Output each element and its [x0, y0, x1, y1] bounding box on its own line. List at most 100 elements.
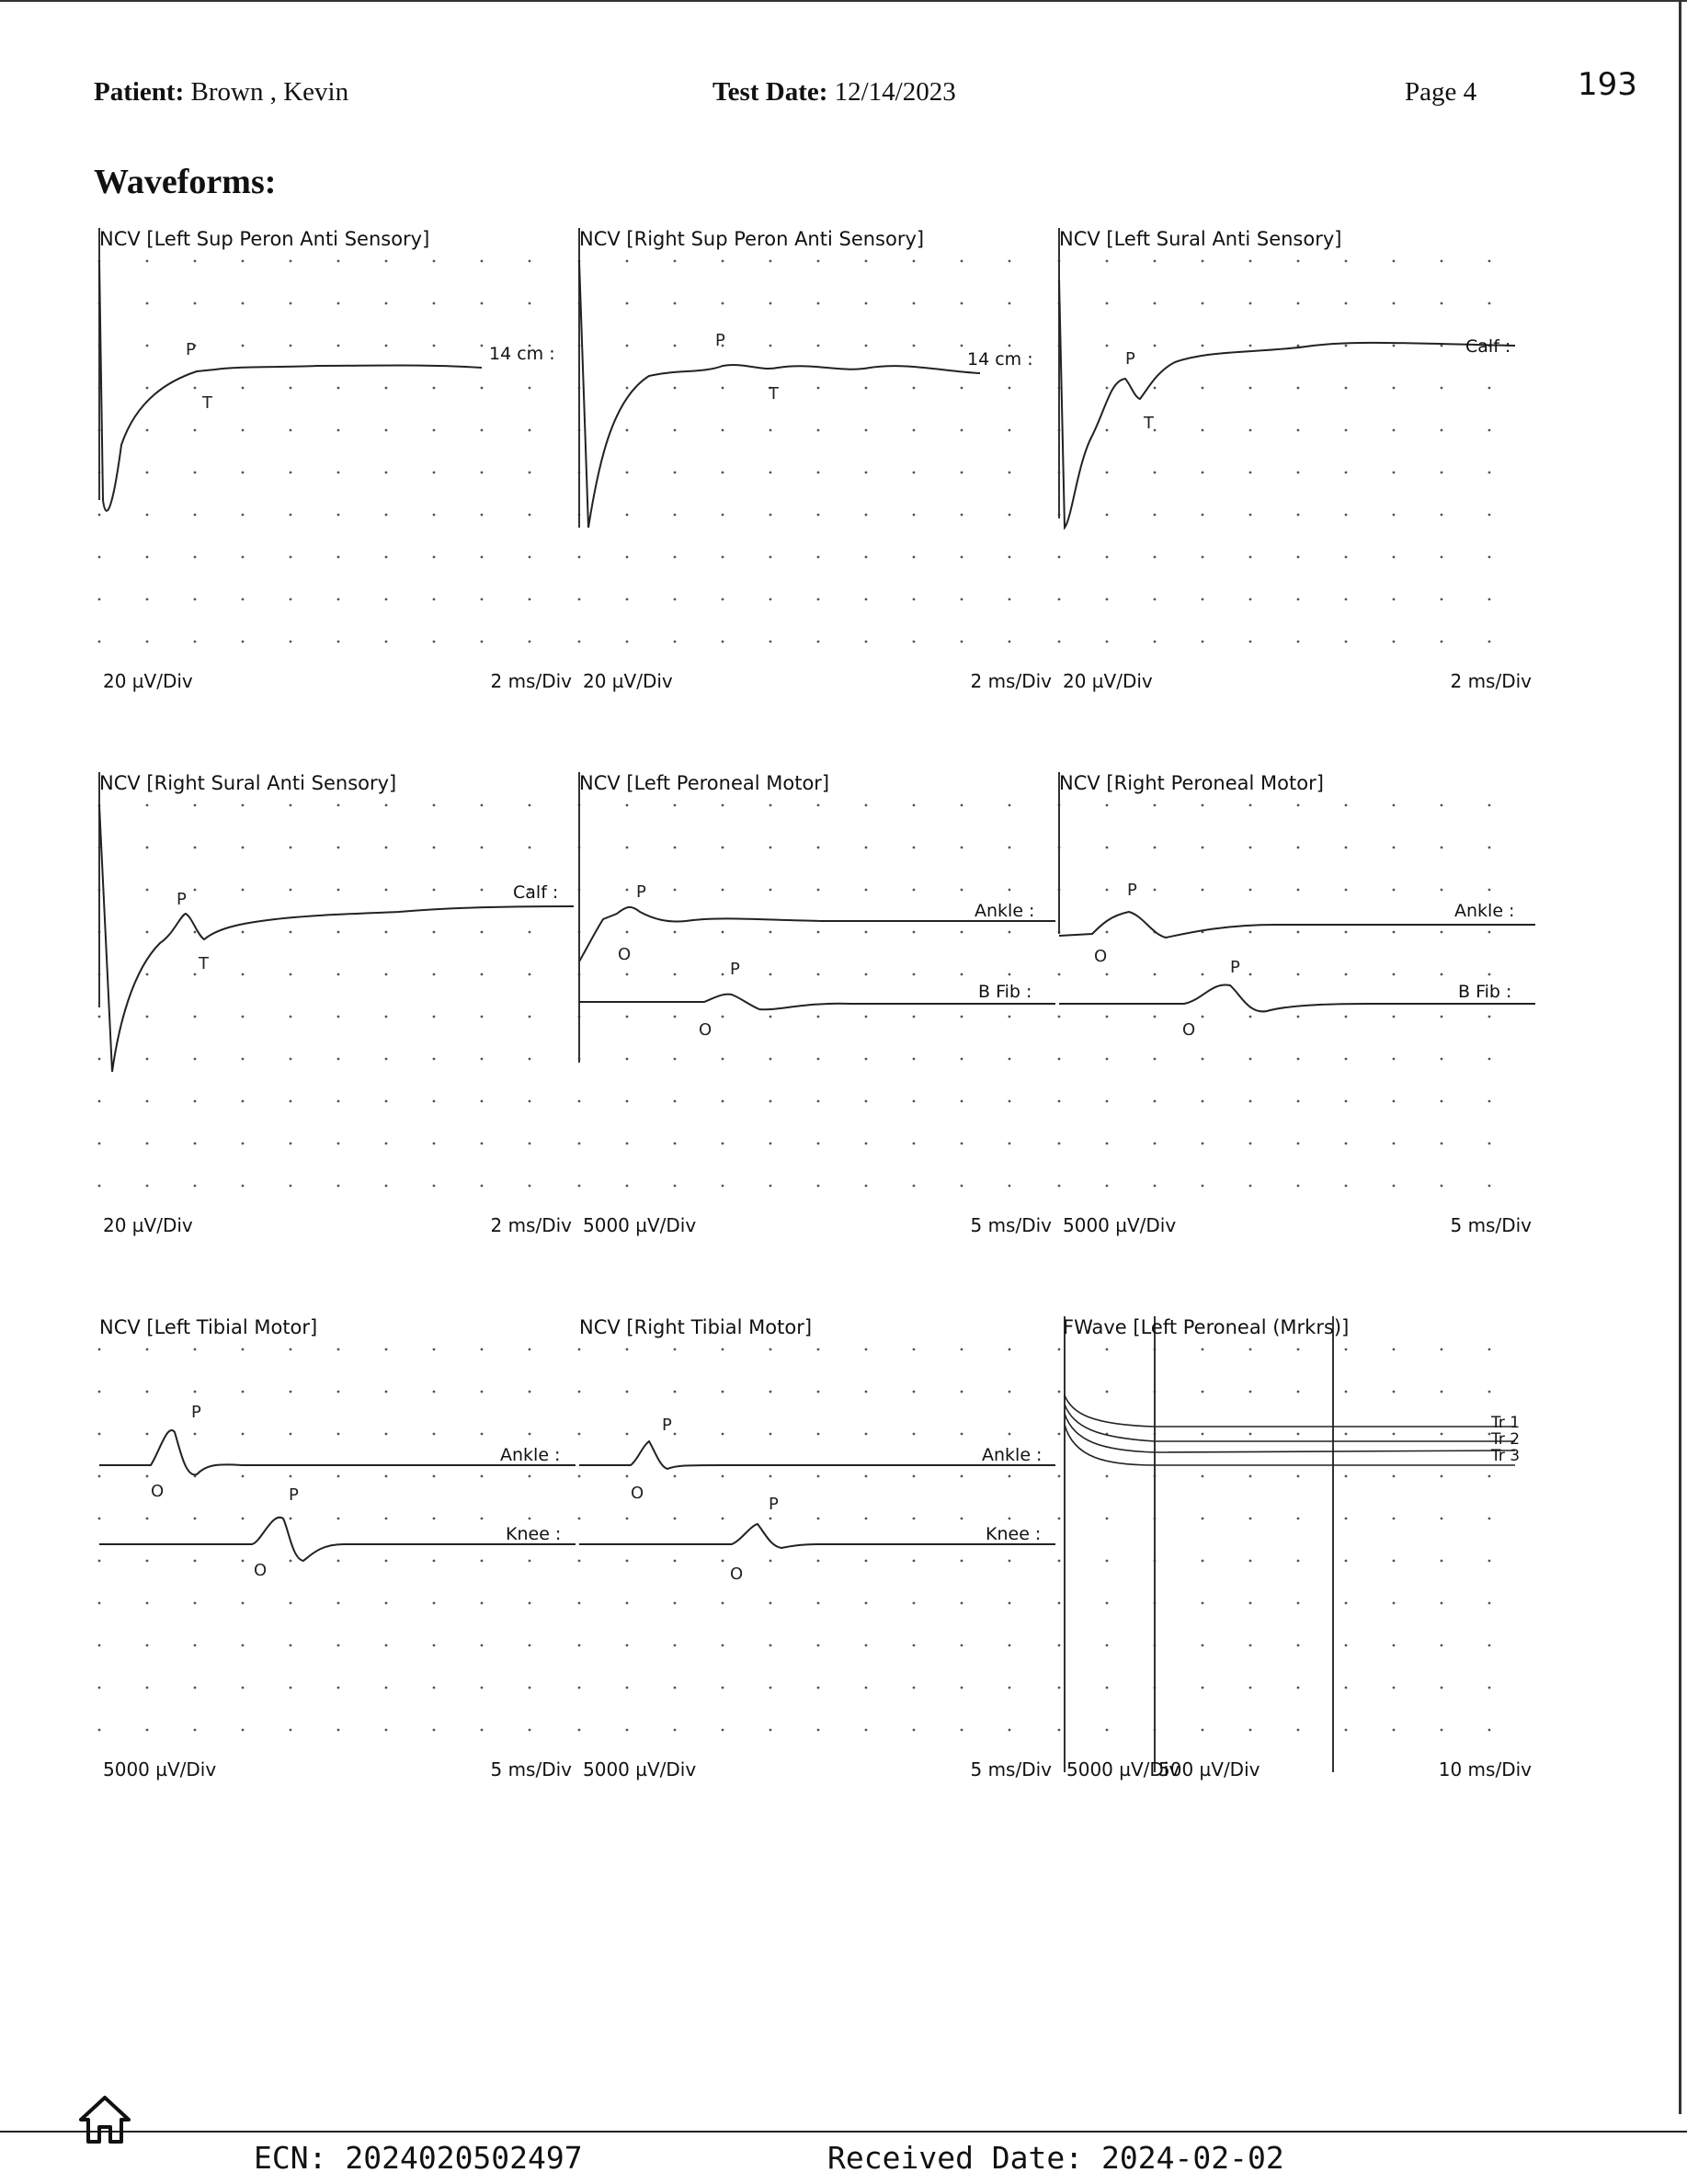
grid-dot	[1392, 471, 1396, 474]
grid-dot	[816, 1348, 820, 1351]
test-date-label: Test Date:	[712, 77, 828, 107]
grid-dot	[193, 1686, 197, 1689]
grid-dot	[384, 1184, 388, 1188]
panel-title: NCV [Left Sup Peron Anti Sensory]	[99, 228, 430, 250]
grid-dot	[480, 513, 484, 517]
test-date-value: 12/14/2023	[834, 77, 956, 107]
grid-dot	[1296, 259, 1300, 263]
grid-dot	[1008, 301, 1011, 305]
grid-dot	[1201, 1559, 1204, 1563]
grid-dot	[1248, 1057, 1252, 1061]
svg-text:O: O	[151, 1482, 164, 1501]
grid-dot	[1488, 1517, 1491, 1520]
waveform-fwave	[1057, 1316, 1516, 1772]
grid-dot	[769, 1184, 772, 1188]
grid-dot	[816, 555, 820, 559]
page-right-border	[1679, 0, 1681, 2114]
grid-dot	[336, 930, 340, 934]
grid-dot	[1105, 428, 1109, 432]
grid-dot	[577, 1728, 581, 1732]
grid-dot	[145, 1559, 149, 1563]
grid-dot	[1201, 846, 1204, 849]
grid-dot	[721, 1644, 724, 1647]
grid-dot	[480, 386, 484, 390]
grid-dot	[816, 301, 820, 305]
grid-dot	[1248, 930, 1252, 934]
grid-dot	[145, 301, 149, 305]
grid-dot	[384, 259, 388, 263]
panel-left-sup-peron: P T NCV [Left Sup Peron Anti Sensory] 14…	[96, 224, 576, 702]
trace-label-ankle: Ankle :	[1454, 901, 1515, 921]
y-scale: 5000 µV/Div	[1063, 1214, 1177, 1236]
grid-dot	[1105, 1686, 1109, 1689]
grid-dot	[625, 1601, 629, 1605]
grid-dot	[673, 1184, 677, 1188]
grid-dot	[1153, 803, 1157, 807]
grid-dot	[1008, 259, 1011, 263]
grid-dot	[1008, 1686, 1011, 1689]
grid-dot	[384, 344, 388, 347]
grid-dot	[721, 301, 724, 305]
panel-title: NCV [Right Sural Anti Sensory]	[99, 772, 397, 794]
grid-dot	[912, 930, 916, 934]
grid-dot	[289, 973, 292, 976]
grid-dot	[721, 555, 724, 559]
grid-dot	[528, 386, 531, 390]
grid-dot	[1008, 597, 1011, 601]
grid-dot	[289, 1601, 292, 1605]
grid-dot	[960, 1099, 963, 1103]
grid-dot	[1392, 1686, 1396, 1689]
grid-dot	[97, 1559, 101, 1563]
grid-dot	[145, 344, 149, 347]
grid-dot	[673, 1390, 677, 1393]
grid-dot	[1296, 1559, 1300, 1563]
grid-dot	[1392, 1015, 1396, 1018]
grid-dot	[1344, 1184, 1348, 1188]
grid-dot	[721, 1390, 724, 1393]
grid-dot	[912, 1015, 916, 1018]
grid-dot	[625, 1559, 629, 1563]
x-scale: 2 ms/Div	[1450, 670, 1532, 692]
grid-dot	[769, 344, 772, 347]
home-icon[interactable]	[77, 2094, 132, 2145]
grid-dot	[864, 513, 868, 517]
grid-dot	[625, 1015, 629, 1018]
grid-dot	[864, 1432, 868, 1436]
grid-dot	[1392, 1644, 1396, 1647]
grid-dot	[816, 640, 820, 643]
grid-dot	[145, 1390, 149, 1393]
grid-dot	[97, 555, 101, 559]
grid-dot	[1296, 1057, 1300, 1061]
grid-dot	[1440, 1686, 1443, 1689]
grid-dot	[673, 259, 677, 263]
grid-dot	[769, 1644, 772, 1647]
panel-left-sural: P T NCV [Left Sural Anti Sensory] Calf :…	[1055, 224, 1535, 702]
grid-dot	[1153, 344, 1157, 347]
grid-dot	[193, 555, 197, 559]
grid-dot	[193, 597, 197, 601]
grid-dot	[1440, 1728, 1443, 1732]
grid-dot	[960, 259, 963, 263]
grid-dot	[1201, 640, 1204, 643]
grid-dot	[673, 513, 677, 517]
grid-dot	[480, 597, 484, 601]
grid-dot	[145, 888, 149, 892]
grid-dot	[625, 846, 629, 849]
grid-dot	[769, 386, 772, 390]
grid-dot	[1344, 471, 1348, 474]
grid-dot	[864, 803, 868, 807]
grid-dot	[721, 973, 724, 976]
grid-dot	[912, 888, 916, 892]
grid-dot	[241, 1601, 245, 1605]
svg-text:T: T	[201, 393, 213, 413]
grid-dot	[193, 930, 197, 934]
x-scale: 5 ms/Div	[490, 1758, 572, 1780]
panel-title: NCV [Left Tibial Motor]	[99, 1316, 318, 1338]
grid-dot	[528, 1517, 531, 1520]
svg-text:O: O	[631, 1484, 644, 1503]
grid-dot	[721, 1142, 724, 1145]
grid-dot	[1153, 640, 1157, 643]
grid-dot	[625, 803, 629, 807]
grid-dot	[721, 1474, 724, 1478]
grid-dot	[193, 1348, 197, 1351]
